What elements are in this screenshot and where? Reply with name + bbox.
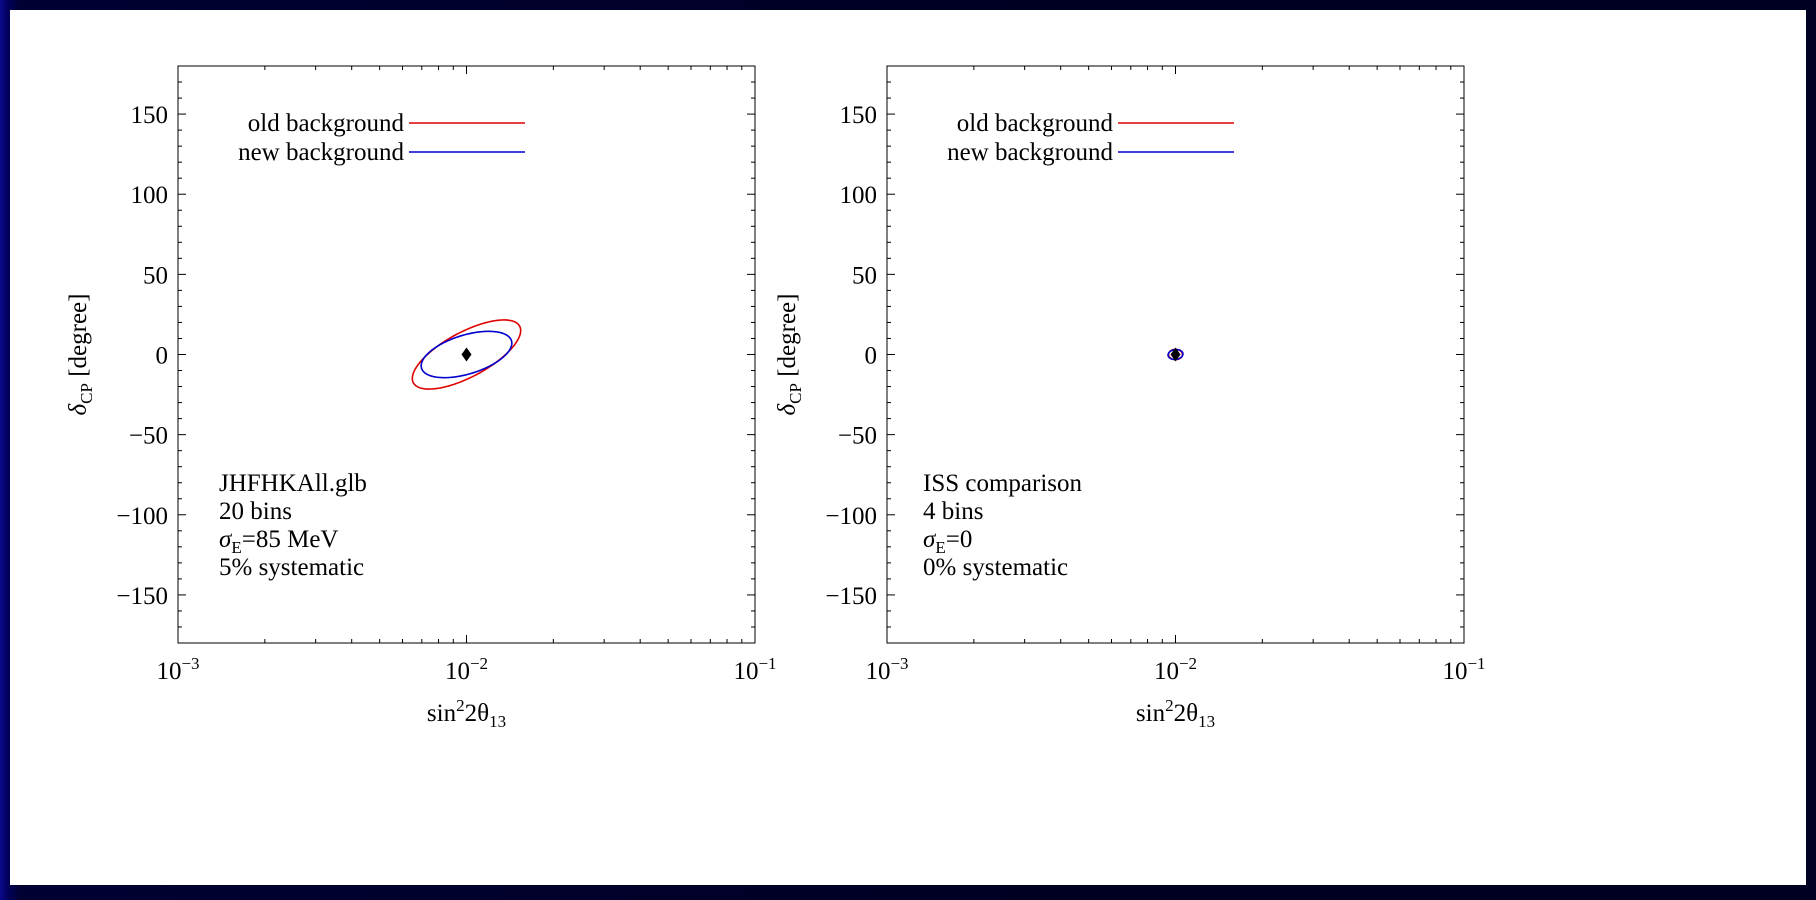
x-tick-label: 10−1 [733, 654, 776, 685]
y-tick-label: 0 [156, 343, 169, 370]
best-fit-marker [461, 347, 472, 362]
annotation-line: 20 bins [219, 498, 292, 525]
y-tick-label: −50 [838, 423, 877, 450]
y-tick-label: 150 [840, 102, 878, 129]
x-tick-label: 10−2 [445, 654, 488, 685]
x-axis-label: sin22θ13 [1136, 696, 1215, 731]
contour-new-background [1167, 348, 1184, 361]
best-fit-marker [1170, 347, 1181, 362]
annotation-line: JHFHKAll.glb [219, 470, 367, 497]
legend-label: new background [238, 139, 404, 166]
x-tick-label: 10−1 [1442, 654, 1485, 685]
annotation-line: 5% systematic [219, 554, 364, 581]
y-tick-label: 50 [852, 262, 877, 289]
y-tick-label: −100 [116, 503, 168, 530]
y-tick-label: −150 [825, 583, 877, 610]
slide: 150 100 50 0 −50 −100 −150 10−3 10−2 10−1 sin22θ13… [10, 10, 1806, 885]
y-tick-label: 50 [143, 262, 168, 289]
y-tick-label: 100 [131, 182, 169, 209]
legend-label: old background [957, 110, 1114, 137]
annotation-line: 0% systematic [923, 554, 1068, 581]
y-tick-label: −100 [825, 503, 877, 530]
y-axis-label: δCP [degree] [774, 294, 805, 416]
legend-label: new background [947, 139, 1113, 166]
contour-new-background [420, 330, 513, 379]
annotation-line: 4 bins [923, 498, 983, 525]
chart-panel-1: 150 100 50 0 −50 −100 −150 10−3 10−2 10−1 sin22θ13… [65, 65, 777, 731]
y-tick-label: 0 [865, 343, 878, 370]
annotation-line: σE=85 MeV [219, 526, 338, 557]
x-axis-label: sin22θ13 [427, 696, 506, 731]
legend-label: old background [248, 110, 405, 137]
x-tick-label: 10−3 [865, 654, 908, 685]
annotation-line: ISS comparison [923, 470, 1083, 497]
charts-canvas: 150 100 50 0 −50 −100 −150 10−3 10−2 10−1 sin22θ13… [65, 65, 1486, 731]
chart-panel-2: 150 100 50 0 −50 −100 −150 10−3 10−2 10−1 sin22θ13… [774, 65, 1486, 731]
annotation-line: σE=0 [923, 526, 972, 557]
x-tick-label: 10−3 [156, 654, 199, 685]
y-tick-label: −150 [116, 583, 168, 610]
y-tick-label: 100 [840, 182, 878, 209]
y-tick-label: −50 [129, 423, 168, 450]
y-axis-label: δCP [degree] [65, 294, 96, 416]
y-tick-label: 150 [131, 102, 169, 129]
x-tick-label: 10−2 [1154, 654, 1197, 685]
